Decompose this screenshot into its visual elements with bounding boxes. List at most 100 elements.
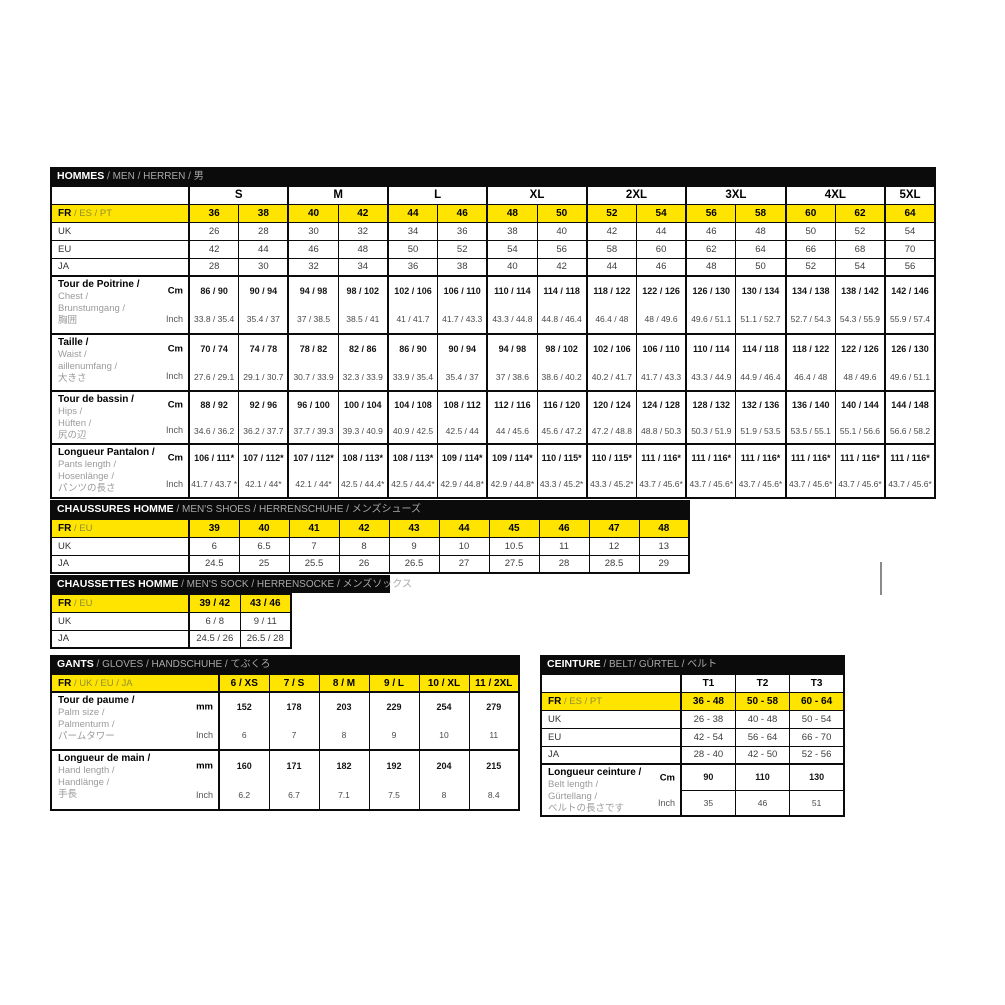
men-measure-secondary-row: 27.6 / 29.1 29.1 / 30.7 30.7 / 33.9 32.3 / … <box>51 363 936 392</box>
gloves-section: GANTS / GLOVES / HANDSCHUHE / てぶくろ FR / … <box>50 655 520 811</box>
measure-value-secondary: 42.5 / 44 <box>437 418 488 445</box>
measure-value-secondary: 30.7 / 33.9 <box>287 363 339 392</box>
measure-value-secondary: 40.2 / 41.7 <box>585 363 637 392</box>
size-value: 26.5 <box>388 554 440 574</box>
measure-value-primary: 122 / 126 <box>834 333 886 363</box>
belt-column-header-row: T1 T2 T3 <box>540 673 845 693</box>
measure-value-primary: 110 / 115* <box>585 443 637 471</box>
unit-primary-label: Cm <box>167 285 183 297</box>
measure-label: Longueur de main / Hand length / Handlänge… <box>50 749 220 811</box>
men-fr-label: FR / ES / PT <box>50 203 190 223</box>
size-value: 42 <box>188 239 240 259</box>
measure-value-secondary: 43.7 / 45.6* <box>635 471 687 499</box>
fr-size-value: 43 <box>388 518 440 538</box>
measure-value-secondary: 44.9 / 46.4 <box>735 363 787 392</box>
size-group-header: 3XL <box>685 185 787 205</box>
socks-fr-row: FR / EU 39 / 42 43 / 46 <box>50 593 292 613</box>
size-value: 40 <box>486 257 538 277</box>
measure-value-primary: 124 / 128 <box>635 390 687 418</box>
size-value: 28.5 <box>588 554 640 574</box>
unit-primary-label: mm <box>196 760 213 771</box>
size-group-header: S <box>187 185 289 205</box>
fr-label-rest: / ES / PT <box>71 207 112 219</box>
fr-size-value: 47 <box>588 518 640 538</box>
size-value: 56 <box>536 239 588 259</box>
size-value: 56 <box>884 257 936 277</box>
fr-size-value: 64 <box>884 203 936 223</box>
size-value: 10.5 <box>488 536 540 556</box>
size-value: 40 <box>536 221 588 241</box>
unit-primary-label: Cm <box>167 452 183 464</box>
gloves-title-secondary: / GLOVES / HANDSCHUHE / てぶくろ <box>93 659 271 670</box>
measure-name-alt: Chest / <box>58 291 89 302</box>
measure-name-alt: パームタワー <box>58 731 115 742</box>
size-value: 70 <box>884 239 936 259</box>
measure-name-alt: ベルトの長さです <box>548 803 625 814</box>
size-value: 42 - 50 <box>734 745 791 765</box>
measure-name-alt: Gürtellang / <box>548 791 598 802</box>
measure-value-secondary: 48.8 / 50.3 <box>635 418 687 445</box>
measure-value-secondary: 42.9 / 44.8* <box>486 471 538 499</box>
size-group-spacer <box>50 185 190 205</box>
measure-value-primary: 138 / 142 <box>834 275 886 305</box>
measure-label: Tour de bassin / Hips / Hüften / 尻の辺 Cm Inch <box>50 390 190 445</box>
unit-primary-label: Cm <box>659 772 675 783</box>
socks-title-bar: CHAUSSETTES HOMME / MEN'S SOCK / HERRENS… <box>50 575 412 593</box>
shoes-fr-row: FR / EU 39 40 41 42 43 44 45 46 47 48 <box>50 518 690 538</box>
measure-value-secondary: 8 <box>318 721 370 751</box>
measure-name-alt: Belt length / <box>548 779 599 790</box>
men-measure-primary-row: Taille / Waist / aillenumfang / 大きさ Cm Inch 70… <box>50 333 936 392</box>
measure-value-secondary: 37.7 / 39.3 <box>287 418 339 445</box>
measure-value-secondary: 6 <box>218 721 270 751</box>
belt-title-secondary: / BELT/ GÜRTEL / ベルト <box>600 659 718 670</box>
measure-value-primary: 192 <box>368 749 420 780</box>
measure-value-primary: 111 / 116* <box>685 443 737 471</box>
measure-value-secondary: 55.9 / 57.4 <box>884 305 936 335</box>
measure-value-secondary: 35.4 / 37 <box>437 363 488 392</box>
measure-value-secondary: 43.7 / 45.6* <box>735 471 787 499</box>
socks-fr-label: FR / EU <box>50 593 190 613</box>
region-label: EU <box>50 239 190 259</box>
belt-table: T1 T2 T3 FR / ES / PT 36 - 48 50 - 58 60 - 64 U… <box>540 673 845 817</box>
measure-value-primary: 160 <box>218 749 270 780</box>
measure-value-secondary: 8.4 <box>468 780 520 811</box>
measure-value-secondary: 51 <box>789 789 845 817</box>
size-value: 34 <box>386 221 439 241</box>
region-label: JA <box>50 629 190 649</box>
measure-value-secondary: 8 <box>418 780 470 811</box>
gloves-fr-label: FR / UK / EU / JA <box>50 673 220 693</box>
measure-value-primary: 118 / 122 <box>784 333 836 363</box>
size-value: 28 <box>538 554 590 574</box>
measure-value-primary: 229 <box>368 691 420 721</box>
stray-scrollbar-mark <box>880 562 882 595</box>
measure-value-secondary: 49.6 / 51.1 <box>685 305 737 335</box>
measure-value-primary: 98 / 102 <box>337 275 389 305</box>
column-header: T3 <box>789 673 845 693</box>
measure-value-secondary: 43.7 / 45.6* <box>685 471 737 499</box>
size-value: 66 <box>784 239 836 259</box>
size-value: 50 <box>386 239 439 259</box>
fr-label-rest: / EU <box>71 522 93 534</box>
measure-value-secondary: 46.4 / 48 <box>585 305 637 335</box>
measure-value-secondary: 6.7 <box>268 780 320 811</box>
measure-value-primary: 134 / 138 <box>784 275 836 305</box>
fr-size-value: 39 / 42 <box>188 593 241 613</box>
region-label: EU <box>540 727 682 747</box>
unit-primary-label: mm <box>196 701 213 713</box>
measure-value-secondary: 44.8 / 46.4 <box>536 305 588 335</box>
fr-size-value: 46 <box>538 518 590 538</box>
measure-value-secondary: 11 <box>468 721 520 751</box>
size-value: 28 - 40 <box>679 745 736 765</box>
measure-value-primary: 130 <box>789 763 845 791</box>
size-value: 40 - 48 <box>734 709 791 729</box>
unit-secondary-label: Inch <box>165 314 183 324</box>
measure-value-primary: 106 / 111* <box>188 443 240 471</box>
size-value: 9 <box>388 536 440 556</box>
measure-value-secondary: 37 / 38.6 <box>486 363 538 392</box>
measure-name-alt: Hips / <box>58 406 83 417</box>
column-header: T1 <box>679 673 736 693</box>
belt-fr-row: FR / ES / PT 36 - 48 50 - 58 60 - 64 <box>540 691 845 711</box>
belt-title-primary: CEINTURE <box>547 658 601 670</box>
measure-value-primary: 126 / 130 <box>685 275 737 305</box>
